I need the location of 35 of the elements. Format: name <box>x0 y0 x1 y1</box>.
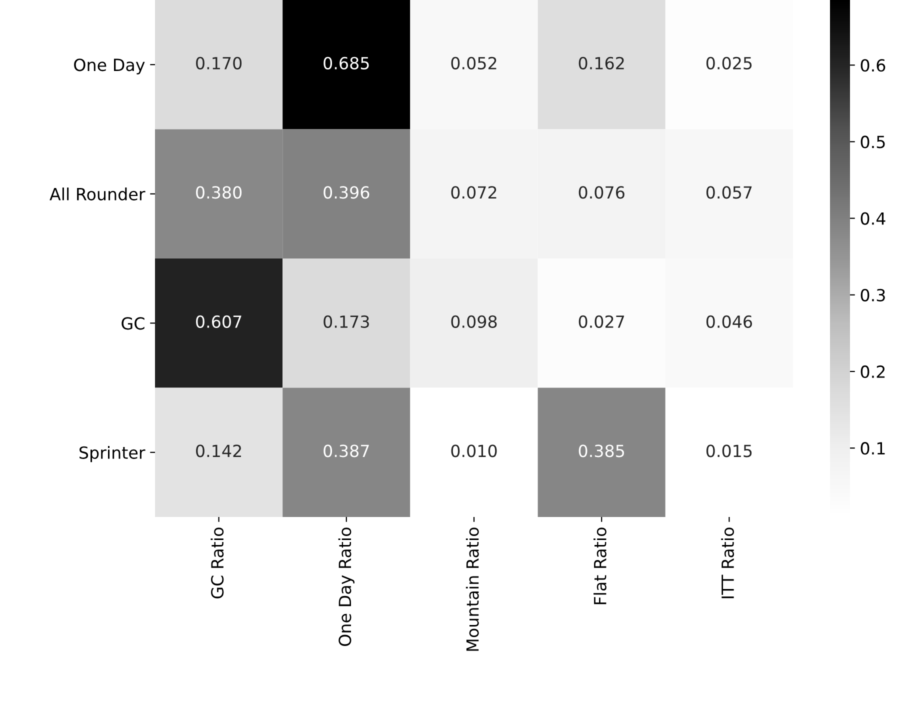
data-label: 0.170 <box>196 56 242 70</box>
data-label: 0.387 <box>324 444 369 458</box>
data-label: 0.015 <box>706 444 752 458</box>
data-label: 0.052 <box>451 56 496 70</box>
x-tick-label: ITT Ratio <box>721 528 734 598</box>
data-label: 0.396 <box>324 186 370 199</box>
data-label: 0.057 <box>706 186 752 199</box>
data-label: 0.046 <box>706 315 752 328</box>
data-label: 0.072 <box>451 186 496 199</box>
y-tick-label: One Day <box>74 58 145 74</box>
x-tick-label: GC Ratio <box>210 528 224 598</box>
x-tick-label: One Day Ratio <box>338 528 354 646</box>
data-label: 0.076 <box>578 186 624 199</box>
data-label: 0.685 <box>324 56 369 70</box>
data-label: 0.162 <box>578 56 624 70</box>
data-label: 0.380 <box>196 186 242 199</box>
y-tick-label: All Rounder <box>50 188 146 200</box>
x-tick-label: Flat Ratio <box>594 528 606 604</box>
y-tick-label: GC <box>122 317 144 330</box>
color-bar-label: 0.5 <box>860 136 885 148</box>
data-label: 0.173 <box>324 315 369 328</box>
color-bar-label: 0.6 <box>860 59 886 72</box>
y-tick-label: Sprinter <box>80 446 146 462</box>
color-bar-label: 0.3 <box>860 288 885 302</box>
color-bar-label: 0.1 <box>860 442 885 455</box>
color-bar-label: 0.4 <box>860 212 886 225</box>
data-label: 0.385 <box>578 444 624 458</box>
data-label: 0.142 <box>196 444 241 458</box>
data-label: 0.010 <box>451 444 497 458</box>
x-tick-label: Mountain Ratio <box>466 528 479 651</box>
data-label: 0.025 <box>706 56 752 70</box>
data-label: 0.027 <box>578 315 624 328</box>
data-label: 0.098 <box>451 315 497 328</box>
data-label: 0.607 <box>196 315 242 328</box>
color-bar-label: 0.2 <box>860 365 885 378</box>
